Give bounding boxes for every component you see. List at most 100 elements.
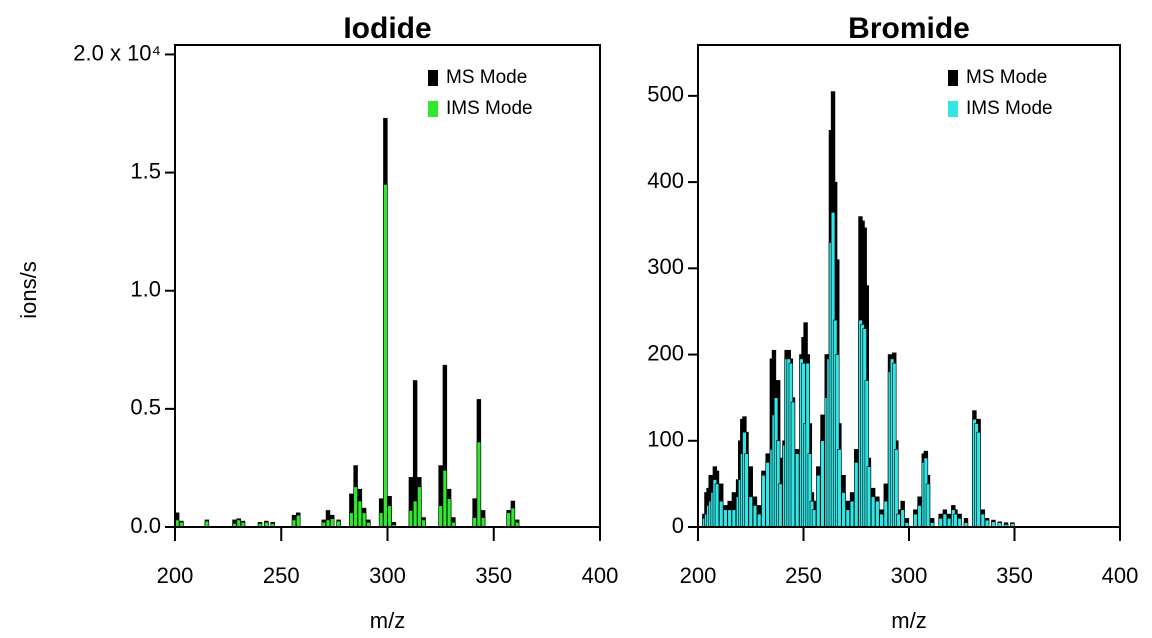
bar — [472, 517, 477, 528]
bar — [438, 505, 443, 528]
bar — [383, 184, 388, 528]
bar — [446, 498, 452, 528]
legend-swatch — [948, 101, 958, 117]
bar — [378, 512, 384, 528]
x-tick-label: 250 — [263, 563, 300, 588]
bar — [510, 507, 516, 528]
bar — [353, 486, 358, 528]
bar — [816, 474, 821, 528]
x-tick-label: 300 — [891, 563, 928, 588]
bar — [900, 509, 905, 528]
bar — [357, 500, 363, 528]
y-tick-label: 100 — [647, 427, 684, 452]
bar — [778, 483, 783, 528]
bar — [236, 519, 241, 528]
bar — [984, 519, 990, 528]
legend-label: MS Mode — [446, 67, 527, 88]
x-tick-label: 200 — [157, 563, 194, 588]
bar — [913, 513, 918, 528]
chart-title: Iodide — [343, 12, 431, 45]
bar — [854, 462, 859, 528]
bar — [820, 440, 825, 528]
bar — [790, 401, 796, 528]
y-tick-label: 500 — [647, 82, 684, 107]
bar — [917, 505, 922, 528]
x-tick-label: 350 — [475, 563, 512, 588]
bar — [361, 512, 367, 528]
x-tick-label: 200 — [680, 563, 717, 588]
bar — [421, 519, 426, 528]
bar — [837, 449, 842, 528]
y-tick-label: 400 — [647, 168, 684, 193]
bar — [476, 441, 482, 528]
bar — [719, 500, 724, 528]
bar — [976, 431, 981, 528]
bar — [744, 453, 749, 528]
y-axis-label: ions/s — [16, 261, 41, 318]
bar — [748, 496, 753, 528]
bar — [925, 483, 931, 528]
y-tick-label: 2.0 x 10⁴ — [73, 40, 161, 65]
bar — [870, 496, 876, 528]
bar — [980, 513, 986, 528]
y-tick-label: 0.0 — [130, 513, 161, 538]
bar — [291, 519, 297, 528]
bar — [794, 453, 800, 528]
bar — [849, 500, 855, 528]
y-tick-label: 1.0 — [130, 277, 161, 302]
bar — [442, 469, 448, 528]
bar — [506, 512, 511, 528]
x-tick-label: 400 — [1102, 563, 1139, 588]
y-tick-label: 1.5 — [130, 158, 161, 183]
x-axis-label: m/z — [891, 608, 926, 633]
bar — [387, 505, 392, 528]
bar — [896, 513, 901, 528]
y-tick-label: 300 — [647, 254, 684, 279]
bar — [761, 474, 766, 528]
x-tick-label: 250 — [785, 563, 822, 588]
bar — [412, 500, 418, 528]
bar — [953, 513, 958, 528]
bar — [480, 517, 486, 528]
x-tick-label: 300 — [369, 563, 406, 588]
bar — [841, 492, 846, 528]
bar — [957, 518, 962, 528]
bar — [938, 518, 943, 528]
bar — [731, 509, 737, 528]
bar — [875, 500, 880, 528]
bar — [330, 518, 335, 528]
plot-frame — [697, 44, 1121, 528]
bar — [727, 509, 732, 528]
x-tick-label: 400 — [582, 563, 619, 588]
chart-title: Bromide — [848, 12, 970, 45]
bar — [811, 509, 817, 528]
x-axis-label: m/z — [370, 608, 405, 633]
bar — [942, 513, 948, 528]
y-tick-label: 0 — [672, 513, 684, 538]
y-tick-label: 0.5 — [130, 395, 161, 420]
bar — [765, 462, 770, 528]
bar — [752, 505, 758, 528]
legend-swatch — [428, 101, 438, 117]
bar — [417, 486, 422, 528]
bar — [756, 513, 762, 528]
bar — [349, 512, 354, 528]
bar — [714, 483, 720, 528]
bar — [946, 518, 952, 528]
bar — [883, 500, 888, 528]
x-tick-label: 350 — [996, 563, 1033, 588]
bar — [325, 519, 331, 528]
bar — [845, 509, 851, 528]
legend-swatch — [428, 70, 438, 86]
legend-swatch — [948, 70, 958, 86]
bar — [879, 513, 884, 528]
bar — [408, 510, 414, 528]
bar — [866, 466, 872, 528]
bar — [296, 514, 301, 528]
bar — [723, 509, 728, 528]
y-tick-label: 200 — [647, 340, 684, 365]
legend-label: IMS Mode — [966, 98, 1053, 119]
legend-label: MS Mode — [966, 67, 1047, 88]
legend-label: IMS Mode — [446, 98, 533, 119]
